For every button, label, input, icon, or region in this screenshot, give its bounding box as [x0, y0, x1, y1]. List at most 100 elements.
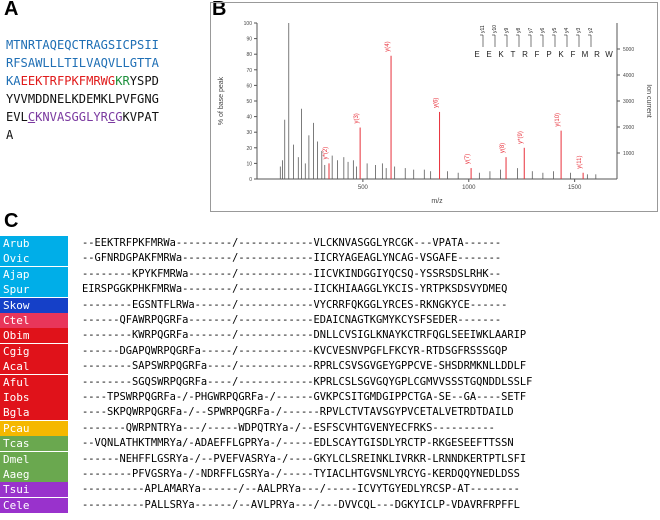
aligned-sequence: ----------APLAMARYa------/--AALPRYa---/-…	[82, 483, 520, 496]
peptide-residue: K	[558, 50, 564, 59]
species-label: Ctel	[0, 313, 68, 328]
sequence-segment: G	[115, 110, 123, 124]
ion-peak-label: y(10)	[555, 113, 561, 127]
y2-tick-label: 4000	[623, 73, 634, 79]
fragment-ion-label: y10	[492, 25, 498, 33]
sequence-segment: KVPAT	[122, 110, 159, 124]
y2-axis-label: Ion current	[645, 84, 652, 118]
ion-peak-label: y(8)	[500, 143, 506, 153]
alignment-row: Arub --EEKTRFPKFMRWa---------/-----------…	[0, 236, 660, 251]
ion-peak-label: y(7)	[465, 154, 471, 164]
species-label: Arub	[0, 236, 68, 251]
species-label: Spur	[0, 282, 68, 298]
y2-tick-label: 3000	[623, 99, 634, 105]
peptide-residue: K	[498, 50, 504, 59]
alignment-row: Iobs ----TPSWRPQGRFa-/-PHGWRPQGRFa-/-----…	[0, 390, 660, 405]
aligned-sequence: --------SAPSWRPQGRFa----/------------RPR…	[82, 360, 527, 373]
panel-label-c: C	[4, 210, 19, 232]
alignment-row: Pcau -------QWRPNTRYa---/-----WDPQTRYa-/-…	[0, 420, 660, 436]
y-tick-label: 20	[246, 146, 252, 152]
mass-spectrum-panel: 0 10 20 30 40 50 60 70 80 90 100 1000 2000 3000 4000 50…	[210, 2, 658, 212]
y-tick-label: 80	[246, 52, 252, 58]
sequence-segment: C	[107, 110, 116, 124]
ion-peak-label: y*(2)	[323, 147, 329, 160]
sequence-segment: C	[27, 110, 36, 124]
peptide-residue: M	[582, 50, 589, 59]
sequence-segment: KA	[6, 74, 21, 88]
alignment-row: Tsui ----------APLAMARYa------/--AALPRYa-…	[0, 482, 660, 498]
ion-peak-label: y(6)	[434, 98, 440, 108]
aligned-sequence: --VQNLATHKTMMRYa/-ADAEFFLGPRYa-/-----EDL…	[82, 437, 514, 450]
sequence-segment: EEKTRFPKFMRWG	[20, 74, 116, 88]
alignment-row: Dmel ------NEHFFLGSRYa-/--PVEFVASRYa-/---…	[0, 451, 660, 467]
sequence-line: MTNRTAQEQCTRAGSICPSII	[6, 36, 159, 54]
alignment-row: Bgla ----SKPQWRPQGRFa-/--SPWRPQGRFa-/----…	[0, 405, 660, 421]
fragment-ion-label: y6	[540, 28, 546, 34]
species-label: Acal	[0, 359, 68, 375]
sequence-alignment: Arub --EEKTRFPKFMRWa---------/-----------…	[0, 236, 660, 520]
y-tick-label: 0	[249, 177, 252, 183]
alignment-row: Ctel ------QFAWRPQGRFa-------/-----------…	[0, 313, 660, 328]
aligned-sequence: ------NEHFFLGSRYa-/--PVEFVASRYa-/----GKY…	[82, 452, 527, 465]
alignment-row: Obim --------KWRPQGRFa-------/-----------…	[0, 328, 660, 344]
alignment-row: Ajap --------KPYKFMRWa-------/-----------…	[0, 266, 660, 282]
sequence-segment: EVL	[6, 110, 28, 124]
aligned-sequence: --------KWRPQGRFa-------/------------DNL…	[82, 329, 527, 342]
peptide-residue: F	[535, 50, 540, 59]
species-label: Ovic	[0, 251, 68, 267]
sequence-segment: RFSAWLLLTILVAQVLLGTTA	[6, 56, 159, 70]
aligned-sequence: ----SKPQWRPQGRFa-/--SPWRPQGRFa-/------RP…	[82, 406, 514, 419]
y2-tick-label: 1000	[623, 151, 634, 157]
y-tick-label: 50	[246, 99, 252, 105]
fragment-ion-label: y8	[516, 28, 522, 34]
y-tick-label: 60	[246, 83, 252, 89]
sequence-line: YVVMDDNELKDEMKLPVFGNG	[6, 90, 159, 108]
fragment-ion-label: y5	[552, 28, 558, 34]
y-tick-label: 30	[246, 130, 252, 136]
fragment-ion-label: y7	[528, 28, 534, 34]
alignment-row: Spur EIRSPGGKPHKFMRWa--------/-----------…	[0, 282, 660, 298]
species-label: Iobs	[0, 390, 68, 405]
sequence-segment: KNVASGGLYR	[35, 110, 108, 124]
alignment-row: Aful --------SGQSWRPQGRFa----/-----------…	[0, 374, 660, 390]
sequence-line: KAEEKTRFPKFMRWGKRYSPD	[6, 72, 159, 90]
alignment-row: Cgig ------DGAPQWRPQGRFa-----/-----------…	[0, 343, 660, 359]
y-tick-label: 10	[246, 161, 252, 167]
aligned-sequence: --------SGQSWRPQGRFa----/------------KPR…	[82, 375, 533, 388]
panel-label-b: B	[212, 0, 227, 20]
fragment-ion-label: y9	[504, 28, 510, 34]
aligned-sequence: --------EGSNTFLRWa------/------------VYC…	[82, 298, 508, 311]
y-tick-label: 40	[246, 115, 252, 121]
alignment-row: Ovic --GFNRDGPAKFMRWa--------/-----------…	[0, 251, 660, 267]
peptide-residue: W	[605, 50, 613, 59]
species-label: Ajap	[0, 266, 68, 282]
alignment-row: Aaeg --------PFVGSRYa-/-NDRFFLGSRYa-/----…	[0, 467, 660, 482]
sequence-line: EVLCKNVASGGLYRCGKVPAT	[6, 108, 159, 126]
aligned-sequence: EIRSPGGKPHKFMRWa--------/------------IIC…	[82, 283, 508, 296]
mass-spectrum-chart: 0 10 20 30 40 50 60 70 80 90 100 1000 2000 3000 4000 50…	[218, 21, 652, 205]
ion-peak-label: y(11)	[577, 156, 583, 169]
species-label: Tcas	[0, 436, 68, 452]
fragment-ion-label: y2	[588, 28, 594, 34]
precursor-sequence: MTNRTAQEQCTRAGSICPSII RFSAWLLLTILVAQVLLGT…	[6, 36, 159, 144]
aligned-sequence: --GFNRDGPAKFMRWa--------/------------IIC…	[82, 252, 502, 265]
y-tick-label: 70	[246, 68, 252, 74]
species-label: Aful	[0, 374, 68, 390]
ion-peak-label: y*(9)	[518, 131, 524, 144]
sequence-segment: YVVMDDNELKDEMKLPVFGNG	[6, 92, 159, 106]
alignment-row: Tcas --VQNLATHKTMMRYa/-ADAEFFLGPRYa-/----…	[0, 436, 660, 452]
alignment-row: Skow --------EGSNTFLRWa------/-----------…	[0, 297, 660, 313]
x-tick-label: 1000	[462, 185, 476, 191]
peptide-residue: F	[571, 50, 576, 59]
x-tick-label: 1500	[568, 185, 582, 191]
peptide-residue: E	[486, 50, 491, 59]
x-axis-label: m/z	[431, 198, 443, 205]
y2-tick-label: 5000	[623, 47, 634, 53]
x-tick-label: 500	[358, 185, 369, 191]
aligned-sequence: ----------PALLSRYa------/--AVLPRYa---/--…	[82, 498, 520, 511]
ion-peak-label: y(3)	[354, 113, 360, 123]
aligned-sequence: ------DGAPQWRPQGRFa-----/------------KVC…	[82, 344, 508, 357]
aligned-sequence: --------KPYKFMRWa-------/------------IIC…	[82, 267, 502, 280]
aligned-sequence: --------PFVGSRYa-/-NDRFFLGSRYa-/-----TYI…	[82, 468, 520, 480]
alignment-row: Acal --------SAPSWRPQGRFa----/-----------…	[0, 359, 660, 375]
